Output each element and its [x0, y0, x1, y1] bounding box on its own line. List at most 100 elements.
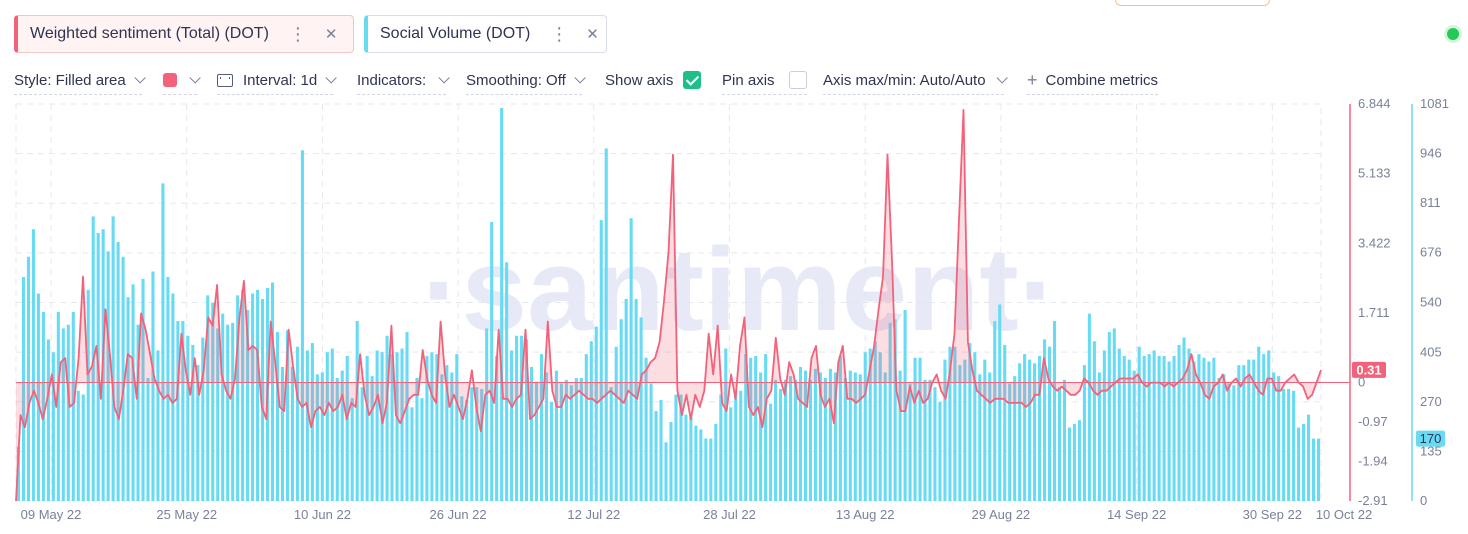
axis-maxmin-label: Axis max/min: Auto/Auto [823, 71, 986, 89]
volume-bar [784, 379, 788, 501]
volume-bar [1217, 377, 1221, 501]
smoothing-dropdown[interactable]: Smoothing: Off [466, 68, 586, 95]
color-picker[interactable] [163, 68, 201, 95]
volume-bar [216, 328, 220, 501]
indicators-dropdown[interactable]: Indicators: [357, 68, 450, 95]
volume-bar [56, 311, 60, 501]
show-axis-toggle[interactable]: Show axis [605, 68, 702, 94]
volume-bar [928, 379, 932, 501]
volume-bar [425, 355, 429, 501]
volume-bar [520, 335, 524, 501]
volume-bar [400, 348, 404, 501]
close-icon[interactable]: ✕ [586, 26, 599, 43]
sentiment-tick-label: 0 [1358, 375, 1365, 390]
volume-bar [674, 394, 678, 501]
volume-bar [704, 438, 708, 501]
sentiment-tick-label: 3.422 [1358, 235, 1391, 250]
volume-bar [1262, 354, 1266, 501]
volume-bar [36, 293, 40, 501]
volume-bar [340, 370, 344, 501]
volume-bar [1038, 355, 1042, 501]
volume-bar [983, 359, 987, 501]
volume-bar [236, 295, 240, 501]
volume-bar [410, 407, 414, 501]
axis-maxmin-dropdown[interactable]: Axis max/min: Auto/Auto [823, 68, 1008, 95]
metric-tab-social-volume[interactable]: Social Volume (DOT) ⋮ ✕ [364, 15, 607, 53]
combine-metrics-button[interactable]: + Combine metrics [1027, 68, 1159, 95]
volume-bar [694, 425, 698, 501]
volume-bar [1187, 348, 1191, 501]
volume-tick-label: 676 [1420, 245, 1442, 260]
volume-current-badge [1416, 430, 1445, 447]
style-dropdown[interactable]: Style: Filled area [14, 68, 146, 95]
volume-bar [574, 377, 578, 501]
volume-bar [525, 339, 529, 501]
volume-bar [664, 442, 668, 501]
volume-bar [948, 346, 952, 501]
show-axis-checkbox[interactable] [683, 71, 702, 89]
x-tick-label: 10 Oct 22 [1316, 507, 1372, 522]
volume-bar [863, 352, 867, 501]
volume-bar [151, 271, 155, 501]
metric-tab-sentiment[interactable]: Weighted sentiment (Total) (DOT) ⋮ ✕ [14, 15, 354, 53]
volume-bar [639, 317, 643, 501]
show-axis-label: Show axis [605, 71, 674, 89]
volume-bar [171, 293, 175, 501]
kebab-menu-icon[interactable]: ⋮ [288, 23, 307, 44]
volume-bar [604, 148, 608, 501]
volume-tick-label: 135 [1420, 443, 1442, 458]
volume-bars [16, 108, 1321, 502]
volume-bar [793, 379, 798, 501]
sentiment-tick-label: -0.97 [1358, 414, 1388, 429]
volume-bar [1067, 427, 1072, 501]
volume-bar [1048, 346, 1052, 501]
style-label: Style: Filled area [14, 71, 126, 89]
volume-bar [131, 284, 135, 501]
volume-bar [390, 354, 394, 501]
volume-bar [744, 354, 748, 501]
x-tick-label: 29 Aug 22 [972, 507, 1031, 522]
volume-bar [958, 365, 962, 501]
interval-dropdown[interactable]: Interval: 1d [217, 68, 337, 95]
volume-bar [1082, 365, 1086, 501]
volume-bar [689, 412, 693, 501]
volume-bar [181, 321, 185, 501]
metric-tab-label: Social Volume (DOT) [380, 25, 531, 42]
kebab-menu-icon[interactable]: ⋮ [550, 23, 569, 44]
volume-tick-label: 0 [1420, 493, 1427, 508]
volume-bar [1092, 341, 1096, 501]
volume-bar [211, 302, 215, 501]
volume-bar [226, 324, 230, 501]
pin-axis-checkbox[interactable] [788, 71, 807, 89]
volume-bar [1167, 361, 1171, 501]
interval-label: Interval: 1d [243, 71, 318, 89]
volume-bar [649, 383, 653, 501]
volume-bar [1252, 359, 1256, 501]
volume-bar [1316, 438, 1321, 501]
volume-bar [1013, 376, 1017, 501]
volume-bar [515, 335, 519, 501]
volume-bar [843, 377, 847, 501]
volume-bar [415, 377, 419, 501]
volume-bar [823, 377, 827, 501]
x-tick-label: 12 Jul 22 [567, 507, 620, 522]
volume-bar [878, 352, 882, 501]
close-icon[interactable]: ✕ [324, 26, 338, 43]
pin-axis-toggle[interactable]: Pin axis [722, 68, 807, 95]
volume-bar [1202, 357, 1206, 501]
volume-bar [1062, 379, 1067, 501]
volume-bar [1112, 328, 1116, 501]
volume-bar [684, 414, 688, 501]
volume-bar [739, 390, 743, 501]
volume-bar [355, 321, 359, 501]
volume-bar [719, 394, 723, 501]
volume-bar [495, 355, 499, 501]
volume-bar [201, 337, 205, 501]
volume-bar [71, 311, 75, 501]
volume-bar [435, 354, 439, 501]
volume-bar [470, 387, 474, 501]
volume-bar [1307, 414, 1311, 501]
volume-bar [1242, 365, 1246, 501]
x-tick-label: 10 Jun 22 [294, 507, 351, 522]
